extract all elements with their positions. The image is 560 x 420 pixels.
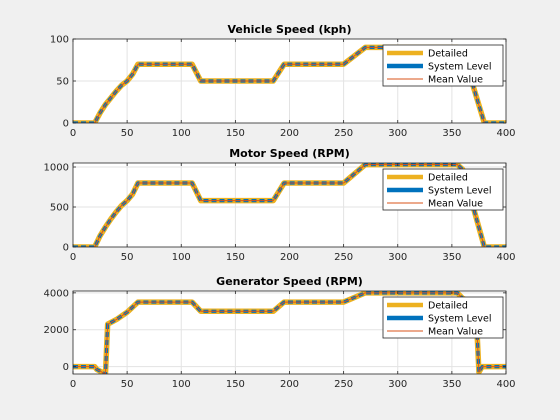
- legend-label: Mean Value: [428, 199, 483, 210]
- chart-panel-3: 0 50 100 150 200 250 300 350 400020004000Generat…: [44, 275, 516, 390]
- x-tick-label: 150: [226, 379, 245, 390]
- legend-label: System Level: [428, 186, 492, 197]
- x-tick-label: 400: [496, 128, 515, 139]
- x-tick-label: 0: [70, 379, 76, 390]
- x-tick-label: 150: [226, 128, 245, 139]
- y-tick-label: 500: [50, 203, 69, 214]
- x-tick-label: 300: [388, 128, 407, 139]
- y-tick-label: 1000: [44, 163, 69, 174]
- x-tick-label: 250: [334, 379, 353, 390]
- legend-label: System Level: [428, 62, 492, 73]
- x-tick-label: 100: [172, 128, 191, 139]
- legend-label: Detailed: [428, 301, 468, 312]
- chart-panel-2: 0 50 100 150 200 250 300 350 400 0 500 1000 Motor Sp…: [44, 147, 516, 263]
- x-tick-label: 350: [442, 252, 461, 263]
- x-tick-label: 100: [172, 379, 191, 390]
- y-tick-label: 0: [63, 119, 69, 130]
- legend: Detailed System Level Mean Value: [382, 168, 504, 211]
- legend-label: Mean Value: [428, 75, 483, 86]
- x-tick-label: 350: [442, 128, 461, 139]
- legend-label: System Level: [428, 314, 492, 325]
- x-tick-label: 150: [226, 252, 245, 263]
- legend-label: Detailed: [428, 173, 468, 184]
- x-tick-label: 200: [280, 379, 299, 390]
- x-tick-label: 200: [280, 128, 299, 139]
- chart-panel-1: 0 50 100 150 200 250 300 350 400 0 50 100 Vehicle Sp…: [50, 23, 516, 139]
- legend-label: Detailed: [428, 49, 468, 60]
- y-tick-label: 2000: [44, 325, 69, 336]
- x-tick-label: 0: [70, 252, 76, 263]
- legend: Detailed System Level Mean Value: [382, 44, 504, 87]
- chart-title: Motor Speed (RPM): [229, 147, 350, 160]
- chart-title: Vehicle Speed (kph): [227, 23, 351, 36]
- x-tick-label: 0: [70, 128, 76, 139]
- x-tick-label: 50: [121, 128, 134, 139]
- x-tick-label: 100: [172, 252, 191, 263]
- x-tick-label: 250: [334, 252, 353, 263]
- y-tick-label: 0: [63, 243, 69, 254]
- x-tick-label: 300: [388, 379, 407, 390]
- series-line-mean-value: [73, 164, 506, 247]
- x-tick-label: 300: [388, 252, 407, 263]
- y-tick-label: 50: [56, 77, 69, 88]
- x-tick-label: 50: [121, 252, 134, 263]
- x-tick-label: 400: [496, 379, 515, 390]
- legend-label: Mean Value: [428, 327, 483, 338]
- x-tick-label: 400: [496, 252, 515, 263]
- y-tick-label: 4000: [44, 288, 69, 299]
- x-tick-label: 200: [280, 252, 299, 263]
- x-tick-label: 50: [121, 379, 134, 390]
- y-tick-label: 100: [50, 35, 69, 46]
- x-tick-label: 350: [442, 379, 461, 390]
- chart-title: Generator Speed (RPM): [216, 275, 363, 288]
- y-tick-label: 0: [63, 362, 69, 373]
- legend: Detailed System Level Mean Value: [382, 296, 504, 339]
- x-tick-label: 250: [334, 128, 353, 139]
